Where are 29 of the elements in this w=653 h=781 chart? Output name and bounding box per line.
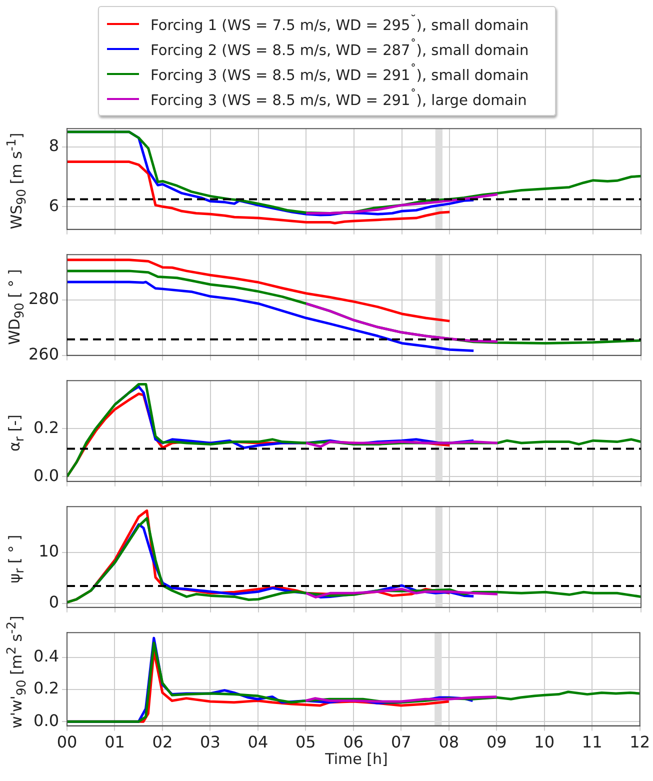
legend-label: Forcing 3 (WS = 8.5 m/s, WD = 291$^{˚}$), large domain [150, 88, 527, 109]
y-tick-label: 10 [38, 542, 59, 561]
y-tick-label: 0.2 [34, 678, 59, 698]
x-tick-label: 09 [486, 732, 507, 752]
y-tick-label: 260 [28, 344, 59, 364]
x-tick-label: 12 [630, 732, 650, 752]
y-tick-label: 0.2 [34, 418, 59, 437]
legend-label: Forcing 1 (WS = 7.5 m/s, WD = 295$^{˘}$), small domain [150, 13, 529, 34]
x-tick-label: 00 [56, 732, 78, 752]
x-tick-label: 06 [343, 732, 364, 752]
y-tick-label: 0.0 [34, 710, 59, 730]
x-tick-label: 10 [534, 732, 555, 752]
x-tick-label: 07 [390, 732, 412, 752]
x-tick-label: 11 [582, 732, 602, 752]
x-tick-label: 05 [295, 732, 316, 752]
y-tick-label: 0.0 [34, 466, 59, 485]
x-tick-label: 04 [248, 732, 268, 752]
y-tick-label: 280 [28, 289, 59, 308]
x-tick-label: 02 [152, 732, 173, 752]
y-tick-label: 6 [48, 196, 59, 215]
x-tick-label: 08 [438, 732, 460, 752]
y-tick-label: 8 [48, 136, 59, 155]
legend-label: Forcing 3 (WS = 8.5 m/s, WD = 291$^{˚}$), small domain [150, 63, 529, 84]
y-tick-label: 0.4 [34, 646, 59, 666]
legend-label: Forcing 2 (WS = 8.5 m/s, WD = 287$^{˚}$), small domain [150, 38, 529, 59]
x-tick-label: 01 [104, 732, 125, 752]
y-tick-label: 0 [48, 592, 59, 612]
x-axis-title: Time [h] [324, 750, 389, 768]
x-tick-label: 03 [200, 732, 220, 752]
